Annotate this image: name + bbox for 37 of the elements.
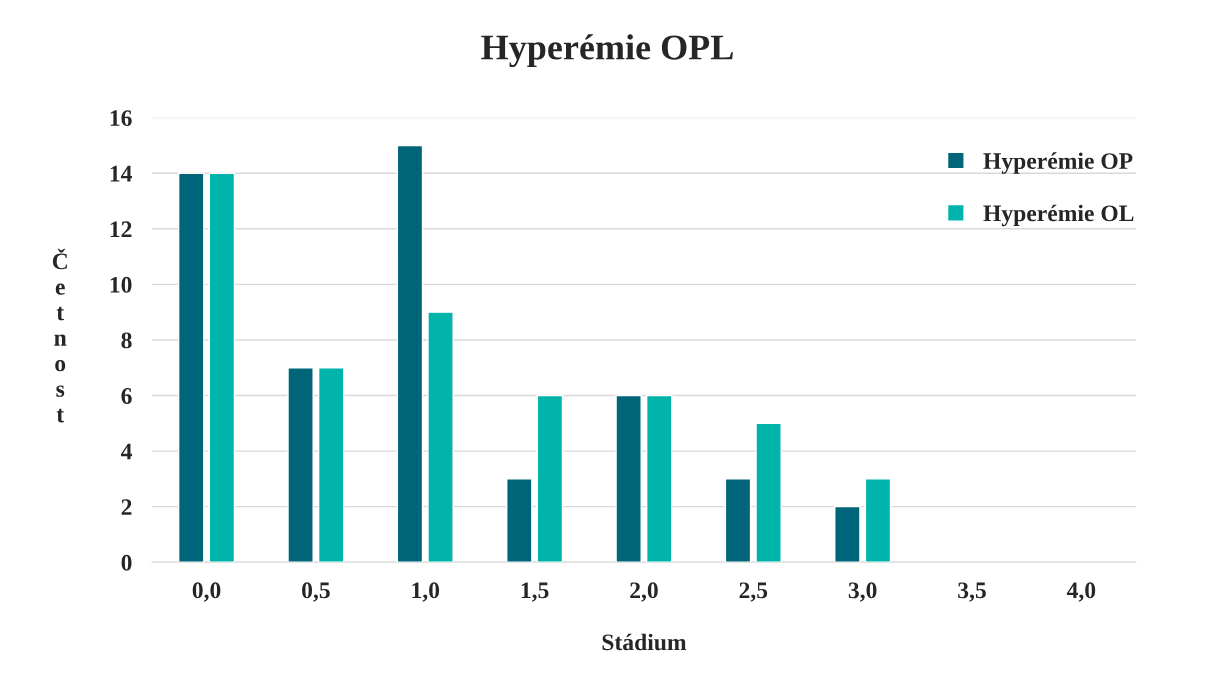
bar [396,144,424,563]
x-axis-title: Stádium [602,633,687,651]
legend-label: Hyperémie OL [983,204,1134,227]
x-tick-label: 3,0 [848,582,877,602]
chart-title: Hyperémie OPL [481,34,733,68]
bar [317,367,345,563]
y-tick-label: 4 [120,443,132,460]
y-axis-title: Četnost [52,248,67,423]
bar [427,311,454,563]
y-tick-label: 14 [110,165,132,182]
bar [724,478,752,563]
bar [645,394,673,563]
y-tick-label: 12 [110,221,132,237]
y-tick-label: 10 [110,276,132,293]
legend-label: Hyperémie OP [983,152,1133,174]
bar [506,478,533,563]
x-tick-label: 0,0 [192,582,221,602]
x-tick-label: 0,5 [302,582,330,602]
y-tick-label: 16 [110,110,132,127]
bar [864,478,892,563]
bar [536,394,564,563]
bar [834,505,861,563]
y-tick-label: 8 [121,332,132,349]
x-tick-label: 2,5 [739,582,768,602]
bar [208,172,236,563]
x-tick-label: 3,5 [958,582,986,602]
bar [755,422,782,563]
x-tick-label: 4,0 [1066,582,1096,602]
x-tick-label: 1,5 [521,582,549,602]
y-tick-label: 2 [121,499,132,515]
x-tick-label: 1,0 [412,582,440,602]
bar [177,172,205,563]
bar [287,367,314,563]
y-tick-label: 0 [121,554,132,571]
y-tick-label: 6 [121,388,132,404]
bar [615,394,642,563]
x-tick-label: 2,0 [630,582,658,602]
